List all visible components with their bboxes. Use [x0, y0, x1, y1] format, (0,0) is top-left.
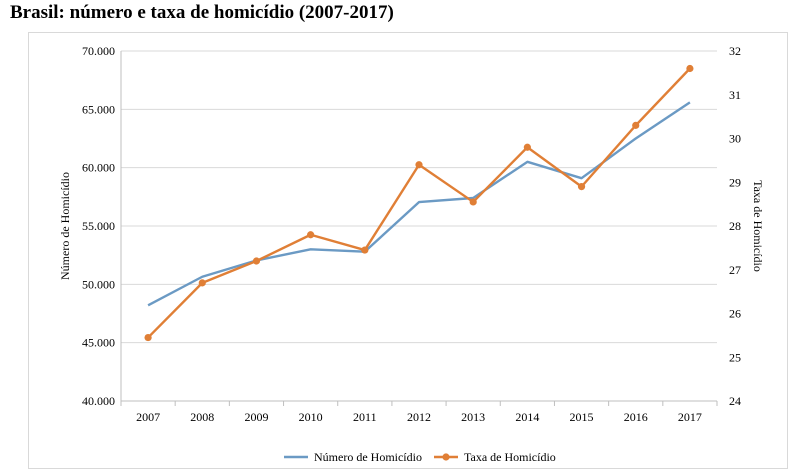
x-axis-tick-label: 2017 — [678, 410, 702, 424]
right-axis-tick-label: 25 — [729, 350, 741, 364]
x-axis-tick-label: 2016 — [624, 410, 648, 424]
data-point — [361, 246, 369, 254]
x-axis-tick-label: 2010 — [299, 410, 323, 424]
data-point — [198, 279, 206, 287]
data-point — [252, 257, 261, 265]
x-axis-tick-label: 2008 — [190, 410, 214, 424]
data-point — [307, 231, 315, 239]
right-axis-tick-label: 31 — [729, 88, 741, 102]
right-axis-tick-label: 32 — [729, 44, 741, 58]
data-point — [577, 183, 586, 191]
data-point — [415, 161, 423, 169]
left-axis-tick-label: 65.000 — [82, 102, 115, 116]
chart-panel: 40.000 45.000 50.000 55.000 60.000 65.000 70.0… — [28, 32, 788, 469]
x-axis-tick-label: 2007 — [136, 410, 160, 424]
right-axis-tick-label: 26 — [729, 307, 741, 321]
line-chart: 40.000 45.000 50.000 55.000 60.000 65.000 70.0… — [58, 44, 765, 464]
x-axis-tick-label: 2015 — [570, 410, 594, 424]
x-axis-tick-label: 2013 — [461, 410, 485, 424]
right-axis-tick-label: 27 — [729, 263, 741, 277]
right-axis-tick-label: 29 — [729, 175, 741, 189]
data-point — [469, 198, 477, 206]
left-axis-tick-label: 45.000 — [82, 336, 115, 350]
legend-label-1: Número de Homicídio — [314, 450, 422, 464]
legend-marker-2 — [442, 453, 450, 461]
right-axis-tick-label: 28 — [729, 219, 741, 233]
right-axis-tick-label: 30 — [729, 132, 741, 146]
data-point — [686, 64, 694, 73]
legend-label-2: Taxa de Homicídio — [464, 450, 556, 464]
left-axis-tick-label: 60.000 — [82, 161, 115, 175]
x-axis-tick-label: 2014 — [515, 410, 539, 424]
data-point — [523, 143, 531, 151]
x-axis-tick-label: 2012 — [407, 410, 431, 424]
data-point — [144, 333, 152, 342]
data-point — [632, 121, 640, 129]
right-axis-tick-label: 24 — [729, 394, 741, 408]
left-axis-tick-label: 50.000 — [82, 277, 115, 291]
left-axis-tick-label: 55.000 — [82, 219, 115, 233]
left-axis-tick-label: 40.000 — [82, 394, 115, 408]
chart-title: Brasil: número e taxa de homicídio (2007… — [10, 2, 394, 23]
left-axis-title: Número de Homicídio — [58, 172, 72, 280]
x-axis-tick-label: 2011 — [353, 410, 377, 424]
series-line-1 — [147, 101, 691, 307]
right-axis-title: Taxa de Homicídio — [751, 180, 765, 272]
left-axis-tick-label: 70.000 — [82, 44, 115, 58]
x-axis-tick-label: 2009 — [244, 410, 268, 424]
